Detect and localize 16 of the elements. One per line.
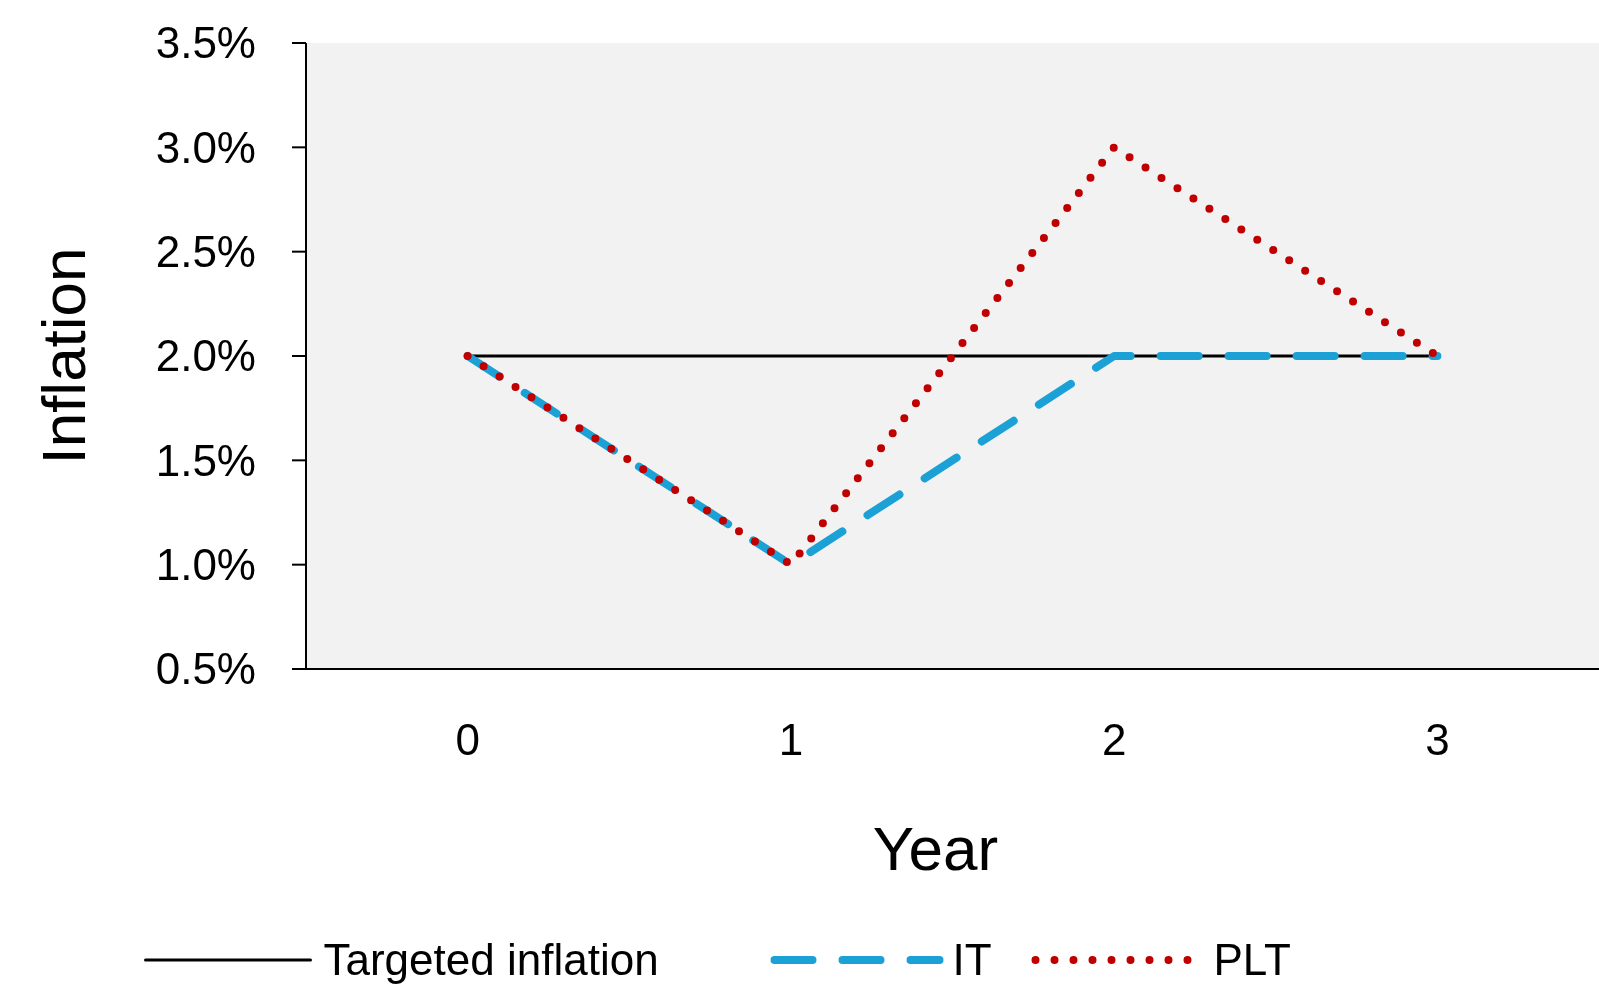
x-axis-title: Year [872, 814, 999, 883]
x-tick-label: 2 [1101, 715, 1127, 764]
y-tick-label: 2.0% [155, 331, 256, 381]
legend-label: IT [952, 935, 992, 985]
y-tick-label: 1.0% [155, 540, 256, 590]
y-tick-label: 1.5% [155, 435, 256, 485]
y-axis-title: Inflation [29, 247, 98, 465]
legend-label: Targeted inflation [323, 935, 659, 985]
y-tick-label: 3.5% [155, 18, 256, 68]
y-tick-label: 0.5% [155, 644, 256, 694]
y-tick-label: 2.5% [155, 227, 256, 277]
y-tick-label: 3.0% [155, 122, 256, 172]
legend-label: PLT [1213, 935, 1291, 985]
x-tick-label: 0 [455, 715, 480, 764]
x-tick-label: 1 [778, 715, 804, 764]
x-tick-label: 3 [1425, 715, 1450, 764]
